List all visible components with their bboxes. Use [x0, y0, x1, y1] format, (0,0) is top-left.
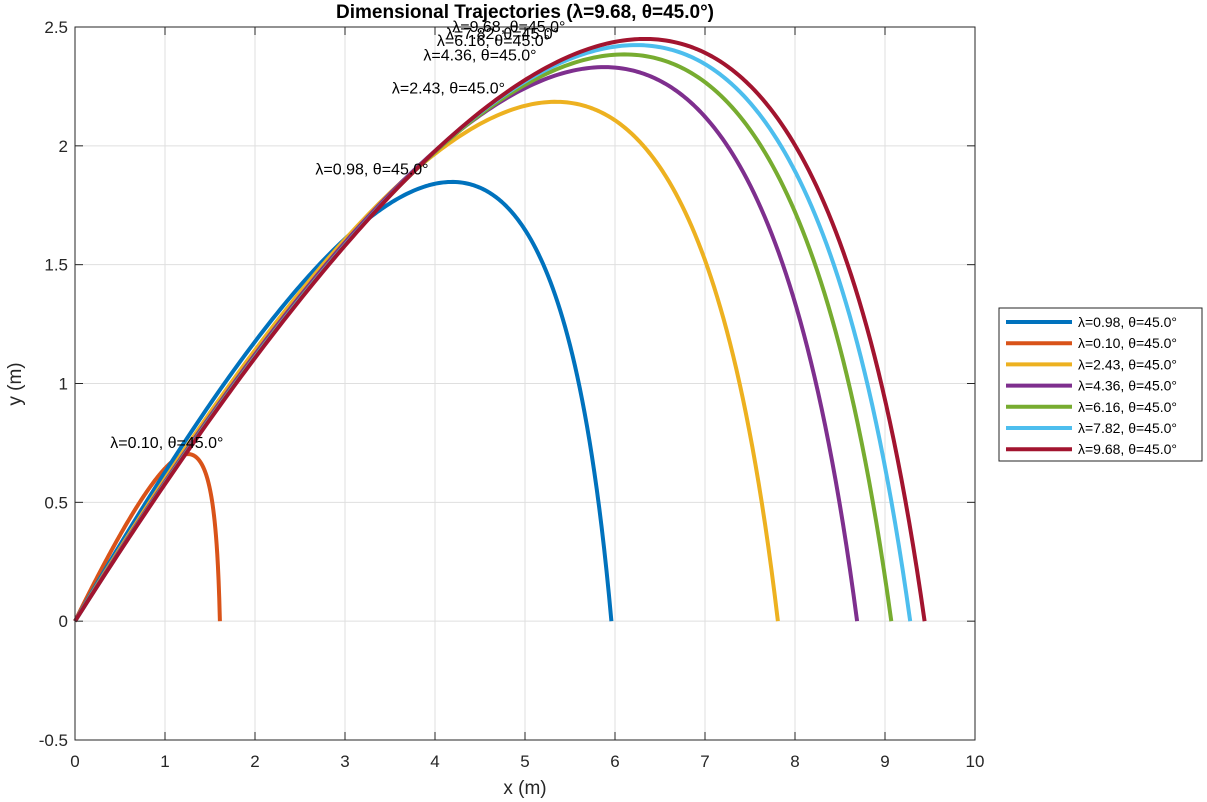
x-tick-label: 1 — [160, 752, 169, 771]
legend-label: λ=0.98, θ=45.0° — [1078, 314, 1177, 330]
series-annotation: λ=9.68, θ=45.0° — [452, 19, 565, 36]
legend-label: λ=4.36, θ=45.0° — [1078, 378, 1177, 394]
series-annotation: λ=7.82, θ=45.0° — [446, 26, 559, 43]
series-line — [73, 36, 927, 623]
x-tick-label: 3 — [340, 752, 349, 771]
y-tick-label: 2 — [59, 137, 68, 156]
x-tick-label: 6 — [610, 752, 619, 771]
x-tick-label: 2 — [250, 752, 259, 771]
x-tick-label: 5 — [520, 752, 529, 771]
x-tick-label: 10 — [966, 752, 985, 771]
series-line — [73, 452, 222, 623]
y-tick-label: 1 — [59, 375, 68, 394]
legend-label: λ=9.68, θ=45.0° — [1078, 441, 1177, 457]
y-tick-label: 0.5 — [44, 493, 68, 512]
series-annotation: λ=4.36, θ=45.0° — [423, 47, 536, 64]
legend-label: λ=7.82, θ=45.0° — [1078, 420, 1177, 436]
y-tick-label: 2.5 — [44, 18, 68, 37]
legend-label: λ=0.10, θ=45.0° — [1078, 335, 1177, 351]
series-layer — [73, 36, 927, 623]
x-tick-label: 0 — [70, 752, 79, 771]
legend: λ=0.98, θ=45.0° λ=0.10, θ=45.0° λ=2.43, θ=… — [998, 307, 1203, 462]
series-annotation: λ=6.16, θ=45.0° — [437, 33, 550, 50]
x-tick-label: 4 — [430, 752, 439, 771]
series-annotation: λ=0.10, θ=45.0° — [110, 435, 223, 452]
y-tick-label: 0 — [59, 612, 68, 631]
series-annotation: λ=2.43, θ=45.0° — [392, 81, 505, 98]
legend-label: λ=2.43, θ=45.0° — [1078, 356, 1177, 372]
x-tick-label: 7 — [700, 752, 709, 771]
series-annotation: λ=0.98, θ=45.0° — [315, 161, 428, 178]
y-tick-label: 1.5 — [44, 256, 68, 275]
x-axis-label: x (m) — [503, 778, 546, 799]
legend-label: λ=6.16, θ=45.0° — [1078, 399, 1177, 415]
tick-layer: 0 1 2 3 4 5 6 7 8 9 10-0.500.511.522.5 — [39, 18, 985, 771]
x-tick-label: 9 — [880, 752, 889, 771]
y-tick-label: -0.5 — [39, 731, 68, 750]
x-tick-label: 8 — [790, 752, 799, 771]
legend-items: λ=0.98, θ=45.0° λ=0.10, θ=45.0° λ=2.43, θ=… — [1006, 314, 1177, 457]
annotation-layer: λ=0.98, θ=45.0° λ=0.10, θ=45.0° λ=2.43, θ=… — [110, 19, 565, 452]
y-axis-label: y (m) — [5, 362, 26, 405]
chart-title: Dimensional Trajectories (λ=9.68, θ=45.0… — [336, 2, 714, 23]
